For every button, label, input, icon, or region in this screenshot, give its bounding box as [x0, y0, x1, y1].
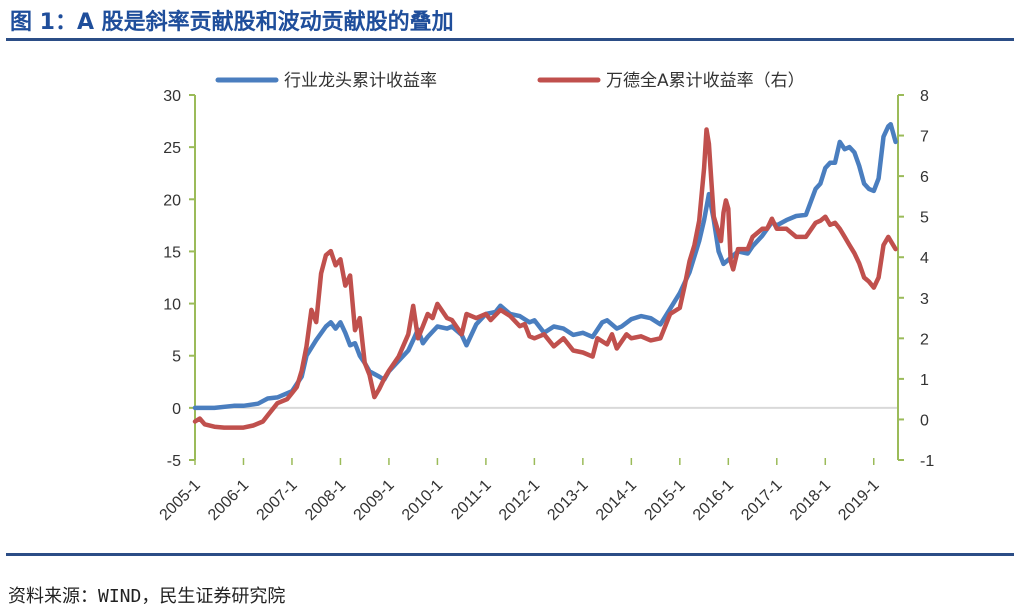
footer-rule — [6, 553, 1014, 556]
x-tick-label: 2013-1 — [544, 477, 591, 524]
x-tick-label: 2012-1 — [496, 477, 543, 524]
series-line-wind-all-a — [192, 127, 898, 430]
left-tick-label: 5 — [172, 349, 181, 366]
right-tick-label: 1 — [920, 372, 929, 389]
right-tick-label: 5 — [920, 210, 929, 227]
title-rule — [6, 38, 1014, 41]
x-tick-label: 2019-1 — [835, 477, 882, 524]
x-tick-label: 2015-1 — [641, 477, 688, 524]
figure-title: 图 1：A 股是斜率贡献股和波动贡献股的叠加 — [10, 10, 454, 35]
x-tick-label: 2016-1 — [690, 477, 737, 524]
left-tick-label: -5 — [167, 453, 181, 470]
left-tick-label: 25 — [163, 140, 181, 157]
right-tick-label: 7 — [920, 129, 929, 146]
series-line-industry-leaders — [192, 121, 898, 411]
right-tick-label: 4 — [920, 250, 929, 267]
x-tick-label: 2005-1 — [157, 477, 204, 524]
right-tick-label: 8 — [920, 88, 929, 105]
right-tick-label: 2 — [920, 331, 929, 348]
right-y-ticks: -1 0 1 2 3 4 5 6 7 8 — [898, 88, 934, 470]
left-tick-label: 30 — [163, 88, 181, 105]
right-tick-label: 0 — [920, 412, 929, 429]
right-tick-label: 6 — [920, 169, 929, 186]
left-tick-label: 15 — [163, 244, 181, 261]
source-note: 资料来源：WIND，民生证券研究院 — [8, 586, 286, 607]
x-tick-label: 2007-1 — [254, 477, 301, 524]
left-y-ticks: -5 0 5 10 15 20 25 30 — [163, 88, 195, 470]
legend-label: 行业龙头累计收益率 — [284, 71, 437, 91]
x-tick-label: 2014-1 — [593, 477, 640, 524]
right-tick-label: 3 — [920, 291, 929, 308]
x-tick-label: 2011-1 — [448, 477, 494, 523]
x-tick-label: 2008-1 — [302, 477, 349, 524]
series-layer — [192, 121, 898, 430]
x-axis-ticks: 2005-1 2006-1 2007-1 2008-1 2009-1 2010-1 2011… — [157, 458, 883, 524]
x-tick-label: 2010-1 — [399, 477, 446, 524]
right-tick-label: -1 — [920, 453, 934, 470]
x-tick-label: 2018-1 — [787, 477, 834, 524]
left-tick-label: 10 — [163, 297, 181, 314]
x-tick-label: 2006-1 — [205, 477, 252, 524]
x-tick-label: 2009-1 — [351, 477, 398, 524]
legend: 行业龙头累计收益率 万德全A累计收益率（右） — [215, 71, 805, 91]
left-tick-label: 20 — [163, 192, 181, 209]
left-tick-label: 0 — [172, 401, 181, 418]
x-tick-label: 2017-1 — [738, 477, 785, 524]
legend-label: 万德全A累计收益率（右） — [606, 71, 805, 91]
